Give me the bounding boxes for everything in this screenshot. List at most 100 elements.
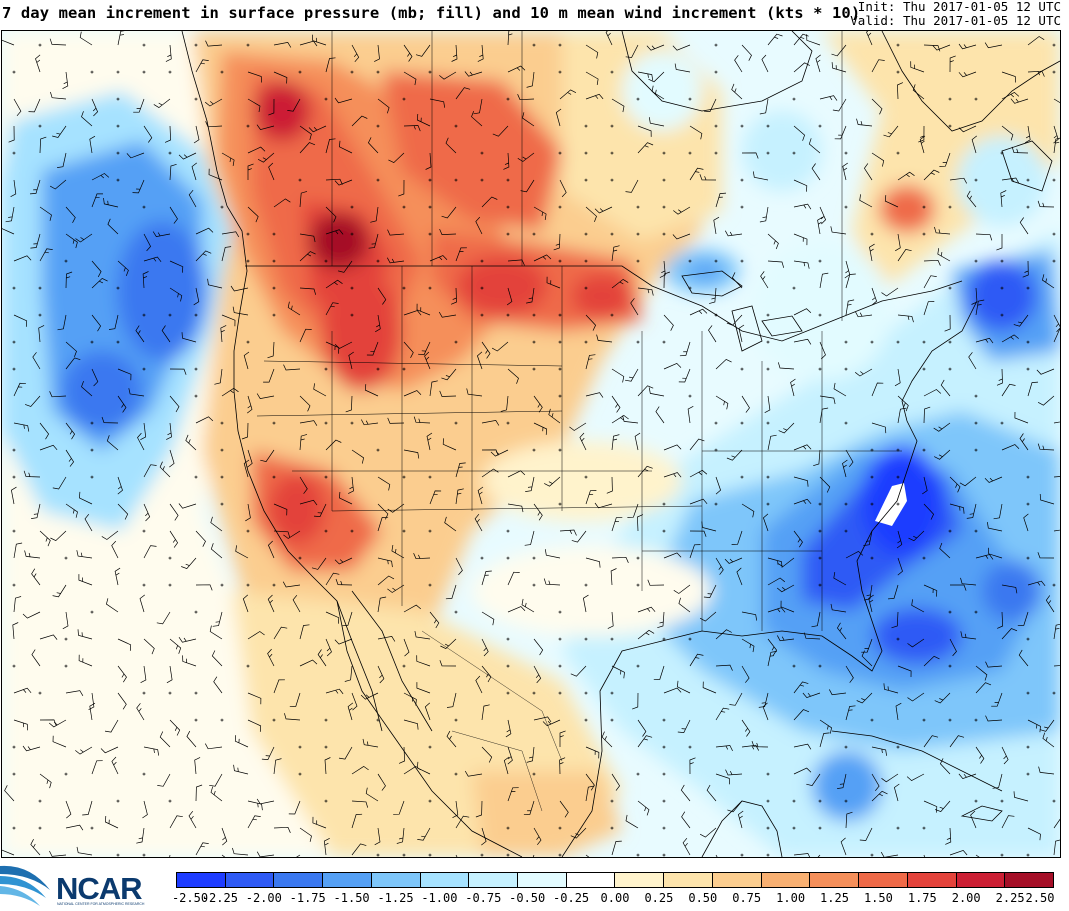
calm-wind-marker (896, 502, 900, 506)
wind-barb (136, 703, 145, 721)
calm-wind-marker (194, 367, 198, 371)
colorbar-segment (664, 873, 713, 887)
wind-barb (2, 228, 15, 235)
wind-barb (366, 341, 379, 356)
calm-wind-marker (740, 421, 744, 425)
wind-barb (871, 790, 888, 802)
wind-barb (866, 31, 873, 46)
wind-barb (188, 810, 197, 829)
wind-barb (1024, 125, 1031, 144)
calm-wind-marker (168, 691, 172, 695)
calm-wind-marker (610, 637, 614, 641)
calm-wind-marker (90, 475, 94, 479)
calm-wind-marker (1052, 43, 1056, 47)
calm-wind-marker (246, 664, 250, 668)
wind-barb (802, 692, 821, 699)
wind-barb (731, 530, 743, 545)
wind-barb (819, 341, 826, 360)
wind-barb (481, 468, 499, 478)
wind-barb (377, 636, 396, 642)
wind-barb (49, 391, 67, 398)
wind-barb (194, 757, 201, 775)
wind-barb (438, 311, 457, 318)
calm-wind-marker (584, 475, 588, 479)
calm-wind-marker (64, 772, 68, 776)
calm-wind-marker (324, 718, 328, 722)
calm-wind-marker (1026, 178, 1030, 182)
colorbar-label: -0.50 (509, 891, 546, 905)
calm-wind-marker (636, 664, 640, 668)
wind-barb (585, 746, 600, 759)
wind-barb (429, 98, 446, 108)
calm-wind-marker (922, 340, 926, 344)
wind-barb (481, 449, 499, 456)
wind-barb (548, 408, 561, 424)
wind-barb (741, 395, 750, 413)
wind-barb (831, 44, 847, 57)
wind-barb (715, 707, 730, 721)
wind-barb (607, 611, 614, 629)
wind-barb (234, 735, 249, 748)
calm-wind-marker (142, 853, 146, 857)
wind-barb (117, 368, 132, 381)
wind-barb (126, 152, 145, 159)
wind-barb (709, 287, 717, 304)
wind-barb (762, 702, 769, 721)
colorbar-segment (712, 873, 762, 887)
calm-wind-marker (480, 151, 484, 155)
wind-barb (220, 325, 227, 343)
calm-wind-marker (818, 799, 822, 803)
calm-wind-marker (870, 448, 874, 452)
wind-barb (611, 516, 623, 532)
wind-barb (360, 692, 379, 700)
wind-barb (533, 395, 543, 413)
wind-barb (1001, 334, 1019, 343)
wind-barb (861, 638, 873, 653)
wind-barb (91, 277, 108, 289)
calm-wind-marker (662, 826, 666, 830)
calm-wind-marker (844, 340, 848, 344)
wind-barb (204, 743, 223, 750)
wind-barb (351, 843, 367, 856)
wind-barb (351, 449, 364, 464)
wind-barb (466, 388, 483, 397)
wind-barb (505, 719, 512, 738)
wind-barb (657, 611, 665, 629)
calm-wind-marker (532, 340, 536, 344)
wind-barb (232, 306, 249, 316)
calm-wind-marker (610, 313, 614, 317)
wind-barb (888, 584, 899, 600)
calm-wind-marker (142, 70, 146, 74)
wind-barb (611, 773, 621, 791)
wind-barb (143, 125, 153, 143)
wind-barb (1001, 746, 1009, 765)
calm-wind-marker (688, 394, 692, 398)
wind-barb (156, 611, 171, 625)
calm-wind-marker (1026, 556, 1030, 560)
calm-wind-marker (376, 853, 380, 857)
wind-barb (101, 530, 119, 540)
wind-barb (1037, 552, 1055, 559)
wind-barb (186, 730, 197, 748)
wind-barb (452, 800, 459, 819)
wind-barb (403, 341, 414, 358)
calm-wind-marker (766, 313, 770, 317)
wind-barb (833, 382, 847, 397)
calm-wind-marker (792, 826, 796, 830)
wind-barb (323, 837, 330, 856)
calm-wind-marker (558, 610, 562, 614)
wind-barb (159, 731, 171, 748)
calm-wind-marker (90, 448, 94, 452)
wind-barb (103, 197, 119, 208)
calm-wind-marker (506, 664, 510, 668)
wind-barb (729, 692, 743, 706)
wind-barb (1010, 98, 1029, 104)
wind-barb (767, 607, 786, 613)
wind-barb (1053, 665, 1060, 667)
wind-barb (140, 422, 147, 441)
wind-barb (811, 163, 821, 181)
wind-barb (403, 71, 417, 86)
calm-wind-marker (350, 205, 354, 209)
wind-barb (117, 31, 125, 46)
wind-barb (117, 638, 132, 651)
